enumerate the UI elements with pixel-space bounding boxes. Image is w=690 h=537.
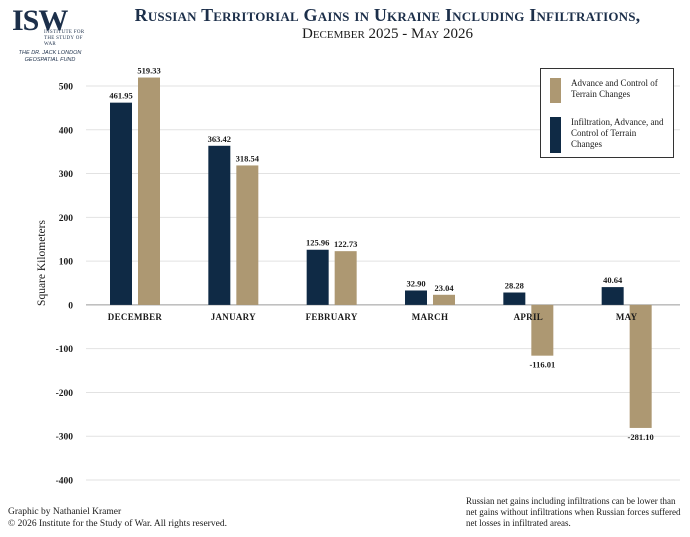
legend: Advance and Control of Terrain Changes I…	[540, 68, 674, 158]
y-axis-label: Square Kilometers	[36, 220, 48, 306]
x-tick-label-february: FEBRUARY	[306, 312, 358, 322]
isw-logo: ISW INSTITUTE FOR THE STUDY OF WAR THE D…	[8, 4, 92, 66]
bar-advance-december	[138, 77, 160, 305]
data-label: 363.42	[208, 134, 231, 144]
data-label: -116.01	[529, 360, 555, 370]
legend-swatch-advance	[550, 78, 561, 103]
bar-infiltration-april	[503, 292, 526, 305]
logo-mark: ISW	[12, 4, 68, 37]
bar-infiltration-february	[306, 249, 329, 305]
bar-advance-february	[334, 251, 357, 305]
axis-layer: 500 400 300 200 100 0 -100 -200 -300 -400 Square K…	[36, 83, 73, 487]
bar-infiltration-december	[110, 102, 132, 305]
bar-advance-march	[433, 294, 455, 305]
bar-advance-may	[629, 304, 652, 428]
y-tick-label: 500	[59, 83, 74, 93]
data-label: 519.33	[137, 66, 160, 76]
y-tick-label: 100	[59, 258, 74, 268]
y-tick-label: -100	[56, 345, 74, 355]
logo-institute: INSTITUTE FOR THE STUDY OF WAR	[44, 30, 85, 47]
data-label: -281.10	[628, 432, 654, 442]
y-tick-label: 300	[59, 170, 74, 180]
y-tick-label: -400	[56, 477, 74, 487]
label-layer: 461.95 519.33 DECEMBER 363.42 318.54 JANUARY 1…	[108, 66, 654, 442]
data-label: 125.96	[306, 238, 329, 248]
legend-label-advance: Advance and Control of Terrain Changes	[571, 78, 658, 99]
y-tick-label: -200	[56, 389, 74, 399]
footnote: Russian net gains including infiltration…	[466, 496, 681, 528]
data-label: 28.28	[505, 281, 524, 291]
y-tick-label: 200	[59, 214, 74, 224]
y-tick-label: -300	[56, 433, 74, 443]
bar-advance-january	[236, 165, 259, 305]
legend-item-advance: Advance and Control of Terrain Changes	[550, 78, 667, 103]
bar-layer	[110, 77, 652, 428]
y-tick-label: 400	[59, 126, 74, 136]
bar-infiltration-january	[208, 145, 231, 305]
credit: Graphic by Nathaniel Kramer © 2026 Insti…	[8, 506, 227, 530]
data-label: 23.04	[434, 283, 454, 293]
legend-swatch-infiltration	[550, 117, 561, 153]
x-tick-label-may: MAY	[616, 312, 638, 322]
data-label: 32.90	[406, 278, 425, 288]
bar-infiltration-may	[601, 287, 624, 305]
x-tick-label-january: JANUARY	[211, 312, 256, 322]
x-tick-label-december: DECEMBER	[108, 312, 163, 322]
data-label: 40.64	[603, 275, 623, 285]
x-tick-label-april: APRIL	[514, 312, 544, 322]
data-label: 122.73	[334, 239, 357, 249]
data-label: 461.95	[109, 91, 132, 101]
x-tick-label-march: MARCH	[412, 312, 449, 322]
chart-subtitle: December 2025 - May 2026	[302, 26, 473, 42]
credit-line-1: Graphic by Nathaniel Kramer	[8, 507, 122, 517]
y-tick-label: 0	[68, 301, 73, 311]
logo-fund: THE DR. JACK LONDON GEOSPATIAL FUND	[18, 50, 82, 63]
legend-label-infiltration: Infiltration, Advance, and Control of Te…	[571, 117, 664, 149]
credit-line-2: © 2026 Institute for the Study of War. A…	[8, 519, 227, 529]
bar-infiltration-march	[405, 290, 427, 305]
bar-advance-april	[531, 304, 554, 356]
data-label: 318.54	[236, 153, 260, 163]
chart-title: Russian Territorial Gains in Ukraine Inc…	[134, 5, 641, 25]
legend-item-infiltration: Infiltration, Advance, and Control of Te…	[550, 117, 667, 153]
